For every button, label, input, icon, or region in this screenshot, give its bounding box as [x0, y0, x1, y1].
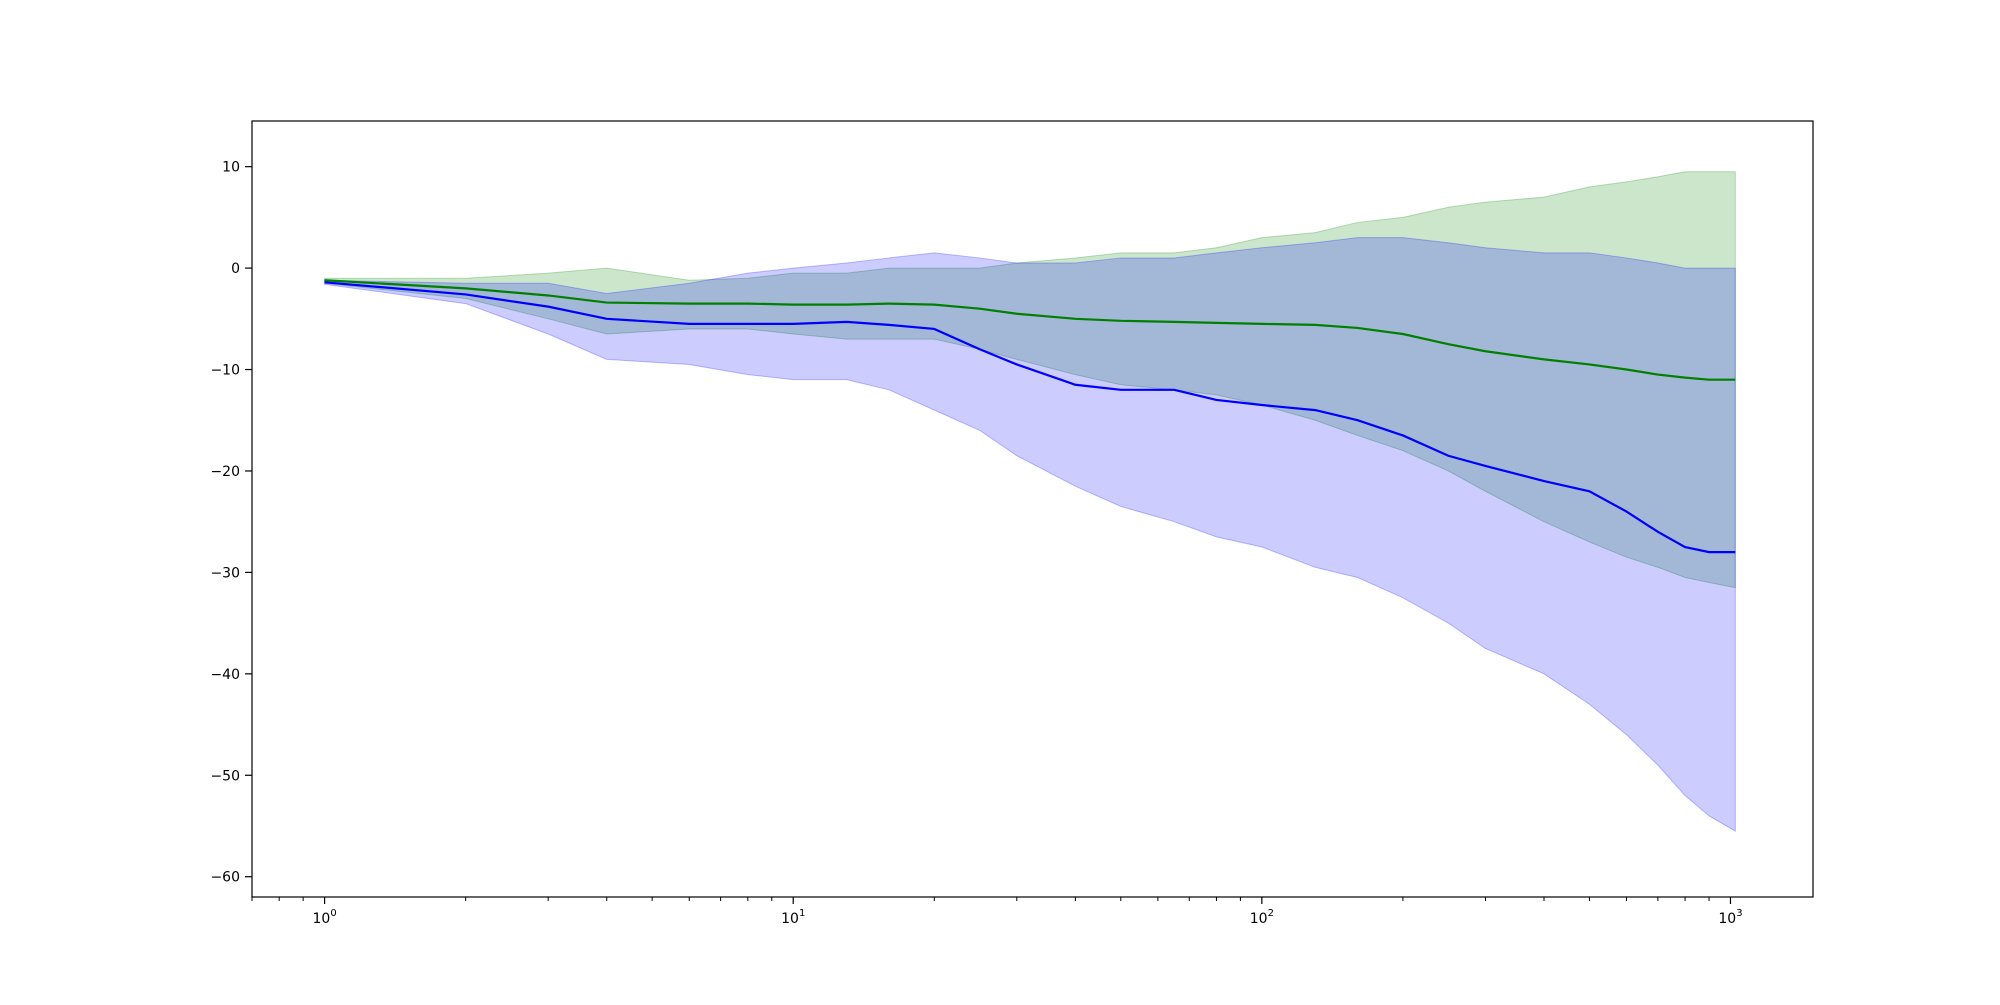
line-series-2 [324, 281, 1736, 554]
y-axis: 10 0 −10 −20 −30 −40 −50 −60 [210, 160, 252, 886]
x-tick-label: 102 [1250, 908, 1274, 927]
y-tick-label: 0 [231, 261, 240, 277]
y-tick-label: −50 [210, 768, 240, 784]
band-series-1 [324, 171, 1736, 589]
plot-frame [251, 120, 1814, 898]
y-tick-label: 10 [222, 160, 240, 176]
y-tick-label: −60 [210, 870, 240, 886]
y-tick-label: −30 [210, 565, 240, 581]
y-tick-label: −20 [210, 464, 240, 480]
x-axis: 100 101 102 103 [251, 897, 1743, 927]
y-tick-label: −40 [210, 667, 240, 683]
x-tick-label: 103 [1718, 908, 1742, 927]
series-lines [324, 279, 1736, 554]
line-series-1 [324, 279, 1736, 381]
x-tick-label: 100 [312, 908, 336, 927]
band-series-2 [324, 237, 1736, 832]
x-tick-label: 101 [781, 908, 805, 927]
y-tick-label: −10 [210, 363, 240, 379]
confidence-bands [324, 171, 1736, 832]
